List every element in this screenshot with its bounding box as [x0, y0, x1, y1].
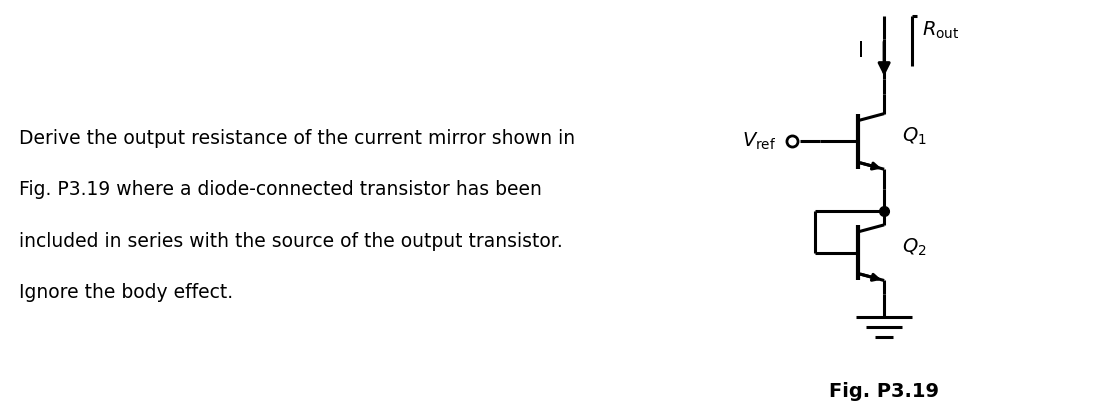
Text: Fig. P3.19 where a diode-connected transistor has been: Fig. P3.19 where a diode-connected trans…: [20, 180, 542, 199]
Text: Fig. P3.19: Fig. P3.19: [829, 382, 940, 401]
Text: $V_{\mathrm{ref}}$: $V_{\mathrm{ref}}$: [742, 131, 776, 152]
Text: Derive the output resistance of the current mirror shown in: Derive the output resistance of the curr…: [20, 128, 576, 147]
Text: I: I: [858, 41, 864, 61]
Text: $Q_2$: $Q_2$: [902, 237, 926, 259]
Text: $Q_1$: $Q_1$: [902, 126, 926, 147]
Text: included in series with the source of the output transistor.: included in series with the source of th…: [20, 232, 563, 251]
Text: $R_{\mathrm{out}}$: $R_{\mathrm{out}}$: [922, 19, 959, 40]
Text: Ignore the body effect.: Ignore the body effect.: [20, 283, 233, 302]
